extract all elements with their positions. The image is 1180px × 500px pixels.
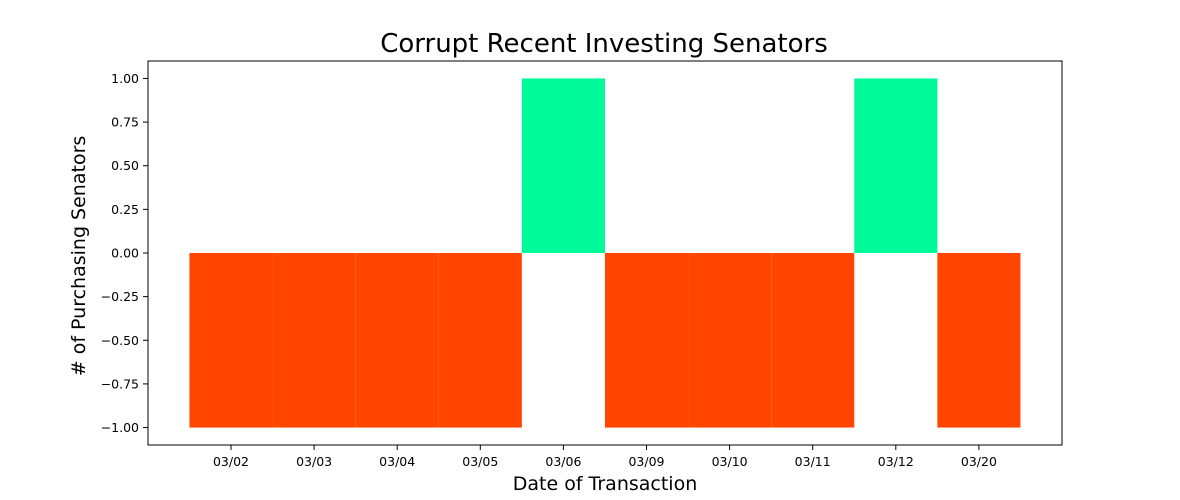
y-tick-label: 0.75	[111, 115, 139, 130]
x-tick-label: 03/06	[545, 454, 581, 469]
x-tick-label: 03/10	[712, 454, 748, 469]
bar-03-06	[521, 78, 605, 253]
x-tick-label: 03/11	[795, 454, 831, 469]
bar-03-09	[604, 253, 689, 428]
y-axis-title: # of Purchasing Senators	[68, 136, 90, 377]
y-tick-label: 0.00	[111, 246, 139, 261]
bars-layer	[189, 78, 1021, 428]
x-tick-label: 03/09	[628, 454, 664, 469]
y-tick-label: 0.50	[111, 158, 139, 173]
bar-03-10	[688, 253, 772, 428]
bar-03-02	[189, 253, 273, 428]
bar-03-05	[438, 253, 522, 428]
plot-frame	[147, 60, 1063, 446]
y-tick-label: −0.25	[101, 289, 139, 304]
chart-title: Corrupt Recent Investing Senators	[380, 29, 828, 59]
y-axis-ticks: 1.00 0.75 0.50 0.25 0.00 −0.25 −0.50 −0.75 −1.00	[101, 71, 148, 435]
x-tick-label: 03/12	[878, 454, 914, 469]
y-tick-label: −1.00	[101, 420, 139, 435]
x-tick-label: 03/20	[961, 454, 997, 469]
x-tick-label: 03/04	[379, 454, 415, 469]
bar-03-12	[854, 78, 938, 253]
x-axis-title: Date of Transaction	[513, 473, 698, 495]
bar-03-03	[272, 253, 356, 428]
y-tick-label: −0.50	[101, 333, 139, 348]
y-tick-label: −0.75	[101, 376, 139, 391]
x-tick-label: 03/02	[213, 454, 249, 469]
bar-03-20	[937, 253, 1021, 428]
bar-03-04	[355, 253, 439, 428]
x-axis-ticks: 03/02 03/03 03/04 03/05 03/06 03/09 03/10 03/11…	[213, 445, 997, 469]
x-tick-label: 03/03	[296, 454, 332, 469]
y-tick-label: 1.00	[111, 71, 139, 86]
x-tick-label: 03/05	[462, 454, 498, 469]
y-tick-label: 0.25	[111, 202, 139, 217]
bar-03-11	[771, 253, 855, 428]
